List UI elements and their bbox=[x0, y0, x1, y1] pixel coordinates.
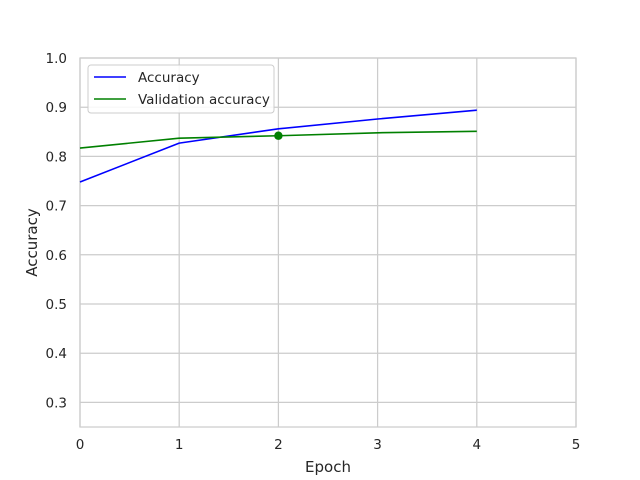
y-tick-label: 0.3 bbox=[46, 395, 67, 411]
legend-entry-label: Accuracy bbox=[138, 70, 200, 86]
y-tick-label: 0.8 bbox=[46, 149, 67, 165]
series-layer bbox=[79, 109, 477, 183]
series-line-accuracy bbox=[79, 109, 477, 183]
x-tick-label: 4 bbox=[473, 437, 482, 453]
y-axis-label: Accuracy bbox=[23, 208, 41, 277]
best-validation-marker bbox=[274, 131, 283, 140]
y-tick-label: 0.9 bbox=[46, 100, 67, 116]
x-tick-label: 5 bbox=[572, 437, 581, 453]
plot-area-frame bbox=[79, 57, 577, 428]
y-tick-label: 0.6 bbox=[46, 248, 67, 264]
x-axis-label: Epoch bbox=[305, 458, 351, 476]
legend-box bbox=[87, 64, 275, 114]
y-tick-label: 0.4 bbox=[46, 346, 67, 362]
legend: Accuracy Validation accuracy bbox=[87, 64, 275, 114]
x-tick-label: 2 bbox=[274, 437, 283, 453]
x-axis-ticks: 0 1 2 3 4 5 bbox=[76, 437, 581, 453]
y-tick-label: 1.0 bbox=[46, 51, 67, 67]
legend-entry-label: Validation accuracy bbox=[138, 92, 270, 108]
x-tick-label: 1 bbox=[175, 437, 184, 453]
y-axis-ticks: 0.3 0.4 0.5 0.6 0.7 0.8 0.9 1.0 bbox=[46, 51, 67, 411]
x-tick-label: 3 bbox=[373, 437, 382, 453]
y-tick-label: 0.7 bbox=[46, 199, 67, 215]
x-tick-label: 0 bbox=[76, 437, 85, 453]
y-tick-label: 0.5 bbox=[46, 297, 67, 313]
